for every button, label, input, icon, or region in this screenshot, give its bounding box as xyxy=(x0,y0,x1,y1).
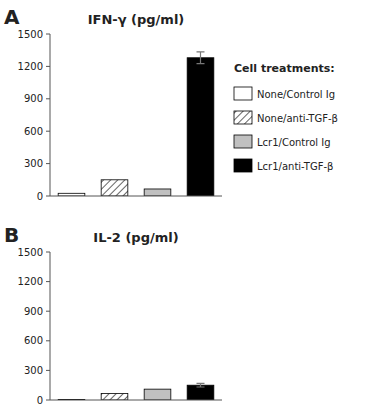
legend-label: Lcr1/Control Ig xyxy=(257,137,331,148)
y-tick xyxy=(46,370,50,371)
y-tick-label: 1500 xyxy=(18,247,43,258)
bar xyxy=(101,394,128,400)
y-tick xyxy=(46,98,50,99)
y-tick-label: 900 xyxy=(24,306,43,317)
error-bar xyxy=(197,52,205,64)
y-tick-label: 900 xyxy=(24,93,43,104)
panel: A IFN-γ (pg/ml) 0 300 600 900 1200 1500 xyxy=(4,5,222,202)
bar xyxy=(144,189,171,196)
y-tick xyxy=(46,131,50,132)
legend-swatch xyxy=(234,111,252,124)
y-tick xyxy=(46,196,50,197)
y-tick-label: 1200 xyxy=(18,61,43,72)
y-tick-label: 600 xyxy=(24,335,43,346)
y-tick xyxy=(46,163,50,164)
y-tick-label: 1500 xyxy=(18,29,43,40)
y-tick xyxy=(46,281,50,282)
x-axis-line xyxy=(50,400,222,401)
y-tick xyxy=(46,340,50,341)
legend-title: Cell treatments: xyxy=(234,62,335,75)
y-tick-label: 0 xyxy=(37,191,43,202)
legend-label: None/Control Ig xyxy=(257,89,335,100)
y-tick-label: 300 xyxy=(24,158,43,169)
bar xyxy=(144,389,171,400)
bars xyxy=(58,52,214,196)
y-tick xyxy=(46,34,50,35)
chart-svg: AIFN-γ (pg/ml)030060090012001500BIL-2 (p… xyxy=(0,0,368,420)
y-tick xyxy=(46,66,50,67)
panel-title: IFN-γ (pg/ml) xyxy=(88,12,185,27)
y-tick xyxy=(46,252,50,253)
y-tick xyxy=(46,400,50,401)
panel-label: B xyxy=(4,223,19,247)
y-tick-label: 0 xyxy=(37,395,43,406)
y-tick-label: 300 xyxy=(24,365,43,376)
panel-label: A xyxy=(4,5,20,29)
panel: B IL-2 (pg/ml) 0 300 600 900 1200 1500 xyxy=(4,223,222,406)
y-tick xyxy=(46,311,50,312)
legend-swatch xyxy=(234,135,252,148)
y-axis-line xyxy=(50,34,51,196)
y-axis-line xyxy=(50,252,51,400)
legend-label: None/anti-TGF-β xyxy=(257,113,338,124)
panel-title: IL-2 (pg/ml) xyxy=(93,230,178,245)
bar xyxy=(101,180,128,196)
chart-container: AIFN-γ (pg/ml)030060090012001500BIL-2 (p… xyxy=(0,0,368,420)
legend-swatch xyxy=(234,87,252,100)
legend: Cell treatments: None/Control Ig None/anti… xyxy=(234,62,338,172)
x-axis-line xyxy=(50,196,222,197)
bars xyxy=(58,383,214,400)
legend-label: Lcr1/anti-TGF-β xyxy=(257,161,333,172)
error-bar xyxy=(197,383,205,387)
legend-swatch xyxy=(234,159,252,172)
y-tick-label: 600 xyxy=(24,126,43,137)
bar xyxy=(187,58,214,196)
y-tick-label: 1200 xyxy=(18,276,43,287)
